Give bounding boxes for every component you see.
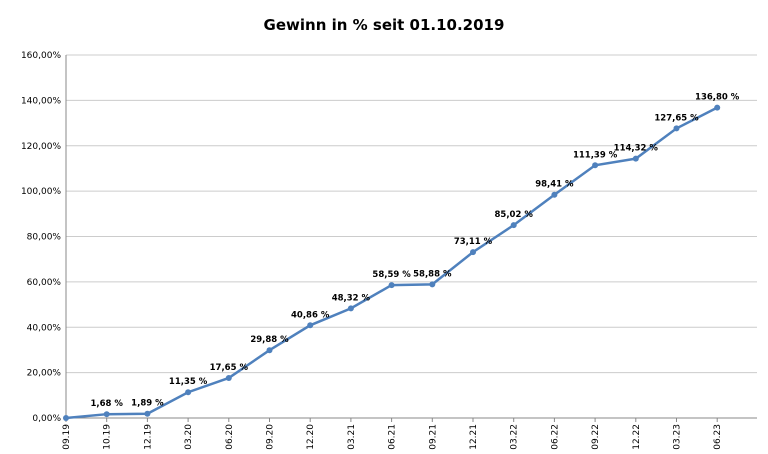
x-tick-label: 06.22 <box>550 424 560 450</box>
y-tick-label: 80,00% <box>27 233 62 243</box>
data-point <box>144 410 151 417</box>
data-label: 85,02 % <box>495 210 534 220</box>
x-tick-label: 03.20 <box>184 424 194 450</box>
data-point <box>592 162 599 169</box>
data-point <box>551 191 558 198</box>
x-tick-label: 10.19 <box>103 424 113 450</box>
data-label: 73,11 % <box>454 237 493 247</box>
data-point <box>63 415 69 421</box>
y-tick-label: 40,00% <box>27 323 62 333</box>
data-point <box>347 305 354 312</box>
data-label: 136,80 % <box>695 93 740 103</box>
y-tick-label: 20,00% <box>27 369 62 379</box>
x-tick-label: 03.22 <box>510 424 520 450</box>
x-tick-label: 12.19 <box>143 424 153 450</box>
x-tick-label: 03.23 <box>673 424 683 450</box>
y-tick-label: 0,00% <box>32 414 61 424</box>
x-tick-label: 06.20 <box>225 424 235 450</box>
data-label: 127,65 % <box>654 113 699 123</box>
y-tick-label: 120,00% <box>21 142 61 152</box>
data-line <box>65 106 718 420</box>
data-label: 58,88 % <box>413 269 452 279</box>
data-label: 48,32 % <box>332 293 371 303</box>
data-label: 98,41 % <box>535 180 574 190</box>
data-point <box>714 104 721 111</box>
data-point <box>388 282 395 289</box>
x-tick-label: 12.22 <box>632 424 642 450</box>
y-tick-label: 160,00% <box>21 51 61 61</box>
y-tick-label: 100,00% <box>21 187 61 197</box>
x-tick-label: 09.19 <box>62 424 72 450</box>
y-tick-label: 60,00% <box>27 278 62 288</box>
x-tick-label: 09.22 <box>591 424 601 450</box>
data-label: 29,88 % <box>250 335 289 345</box>
x-tick-label: 09.20 <box>266 424 276 450</box>
data-point <box>185 389 192 396</box>
data-point <box>510 222 517 229</box>
x-tick-label: 06.21 <box>388 424 398 450</box>
data-label: 17,65 % <box>210 363 249 373</box>
data-point <box>103 411 110 418</box>
data-label: 1,89 % <box>131 399 164 409</box>
data-label: 1,68 % <box>90 399 123 409</box>
data-point <box>266 347 273 354</box>
data-label: 58,59 % <box>372 270 411 280</box>
data-point <box>225 374 232 381</box>
data-point <box>632 155 639 162</box>
data-point <box>673 125 680 132</box>
data-label: 40,86 % <box>291 310 330 320</box>
y-tick-label: 140,00% <box>21 96 61 106</box>
data-point <box>429 281 436 288</box>
data-point <box>470 249 476 256</box>
x-tick-label: 12.20 <box>306 424 316 450</box>
chart-title: Gewinn in % seit 01.10.2019 <box>264 16 505 34</box>
data-point <box>307 322 314 329</box>
x-tick-label: 03.21 <box>347 424 357 450</box>
x-tick-label: 09.21 <box>428 424 438 450</box>
data-label: 111,39 % <box>573 150 618 160</box>
data-label: 114,32 % <box>614 144 659 154</box>
data-label: 11,35 % <box>169 377 208 387</box>
x-tick-label: 06.23 <box>713 424 723 450</box>
x-tick-label: 12.21 <box>469 424 479 450</box>
